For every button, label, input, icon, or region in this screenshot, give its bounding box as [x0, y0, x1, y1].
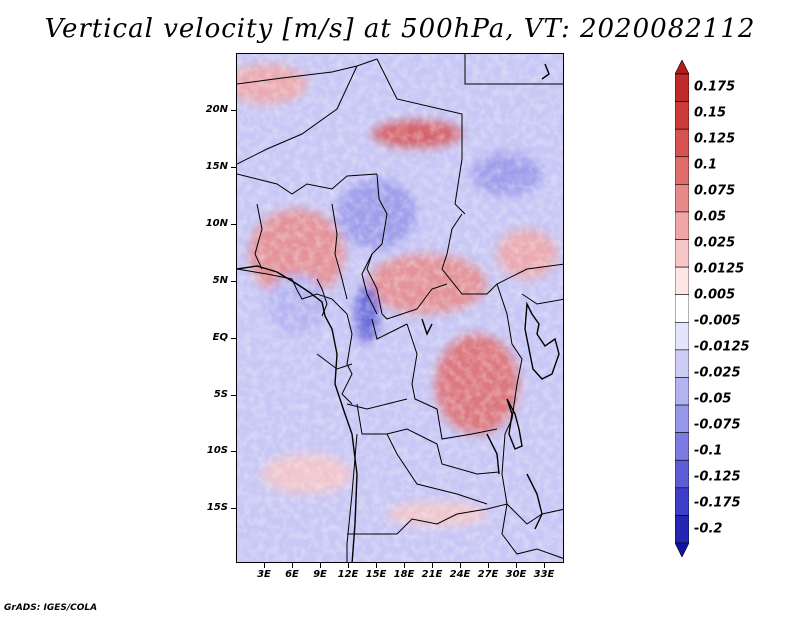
lon-label: 33E: [533, 569, 555, 580]
colorbar-segment: [675, 349, 689, 378]
lon-label: 6E: [285, 569, 299, 580]
lat-label: 20N: [205, 104, 228, 115]
colorbar-label: -0.125: [694, 469, 741, 485]
country-borders: [237, 54, 563, 562]
colorbar-label: -0.0125: [694, 339, 750, 355]
colorbar-segment: [675, 515, 689, 544]
footer-credit: GrADS: IGES/COLA: [4, 603, 98, 613]
colorbar-label: -0.075: [694, 417, 741, 433]
lon-label: 9E: [313, 569, 327, 580]
colorbar-label: -0.175: [694, 495, 741, 511]
lon-label: 24E: [449, 569, 471, 580]
colorbar-label: -0.005: [694, 313, 741, 329]
lat-label: EQ: [212, 332, 228, 343]
lon-label: 30E: [505, 569, 527, 580]
colorbar-segment: [675, 156, 689, 185]
colorbar: [675, 60, 689, 557]
colorbar-label: -0.05: [694, 391, 732, 407]
colorbar-segment: [675, 294, 689, 323]
colorbar-segment: [675, 404, 689, 433]
colorbar-label: 0.025: [694, 235, 736, 251]
lon-label: 27E: [477, 569, 499, 580]
colorbar-segment: [675, 73, 689, 102]
lat-label: 5S: [213, 389, 228, 400]
vertical-velocity-map: [236, 53, 564, 563]
colorbar-label: 0.075: [694, 183, 736, 199]
lon-label: 12E: [337, 569, 359, 580]
colorbar-label: 0.175: [694, 79, 736, 95]
colorbar-segment: [675, 101, 689, 130]
lat-label: 10N: [205, 218, 228, 229]
colorbar-label: 0.125: [694, 131, 736, 147]
colorbar-segment: [675, 266, 689, 296]
lat-label: 15S: [206, 502, 228, 513]
colorbar-segment: [675, 128, 689, 158]
lon-label: 3E: [257, 569, 271, 580]
colorbar-segment: [675, 377, 689, 406]
colorbar-label: 0.1: [694, 157, 718, 173]
colorbar-segment: [675, 184, 689, 213]
colorbar-segment: [675, 487, 689, 516]
colorbar-segment: [675, 459, 689, 489]
colorbar-segment: [675, 542, 689, 557]
colorbar-label: 0.0125: [694, 261, 745, 277]
colorbar-segment: [675, 239, 689, 268]
colorbar-segment: [675, 321, 689, 351]
lat-label: 15N: [205, 161, 228, 172]
colorbar-label: 0.05: [694, 209, 727, 225]
colorbar-segment: [675, 60, 689, 75]
colorbar-label: -0.1: [694, 443, 723, 459]
lat-label: 10S: [206, 445, 228, 456]
coastline: [237, 63, 560, 562]
lat-label: 5N: [212, 275, 228, 286]
lon-label: 18E: [393, 569, 415, 580]
map-svg: [237, 54, 563, 562]
colorbar-label: -0.2: [694, 521, 723, 537]
colorbar-label: 0.005: [694, 287, 736, 303]
lon-label: 15E: [365, 569, 387, 580]
lon-label: 21E: [421, 569, 443, 580]
colorbar-segment: [675, 211, 689, 240]
colorbar-label: 0.15: [694, 105, 727, 121]
map-title: Vertical velocity [m/s] at 500hPa, VT: 2…: [44, 14, 756, 44]
colorbar-label: -0.025: [694, 365, 741, 381]
colorbar-segment: [675, 432, 689, 461]
